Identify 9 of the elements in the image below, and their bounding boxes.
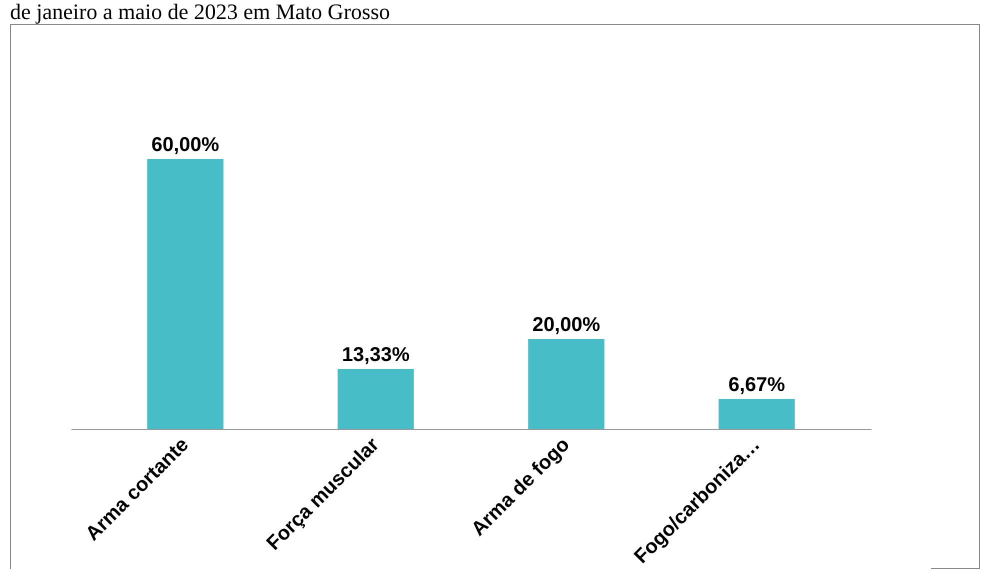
bar: [718, 398, 795, 429]
bar: [528, 339, 604, 429]
chart-title: de janeiro a maio de 2023 em Mato Grosso: [10, 0, 392, 24]
data-label: 60,00%: [151, 134, 220, 156]
data-label: 13,33%: [342, 344, 410, 366]
bar: [338, 369, 414, 429]
data-label: 20,00%: [532, 314, 600, 336]
data-label: 6,67%: [728, 374, 786, 396]
bar: [147, 159, 224, 429]
